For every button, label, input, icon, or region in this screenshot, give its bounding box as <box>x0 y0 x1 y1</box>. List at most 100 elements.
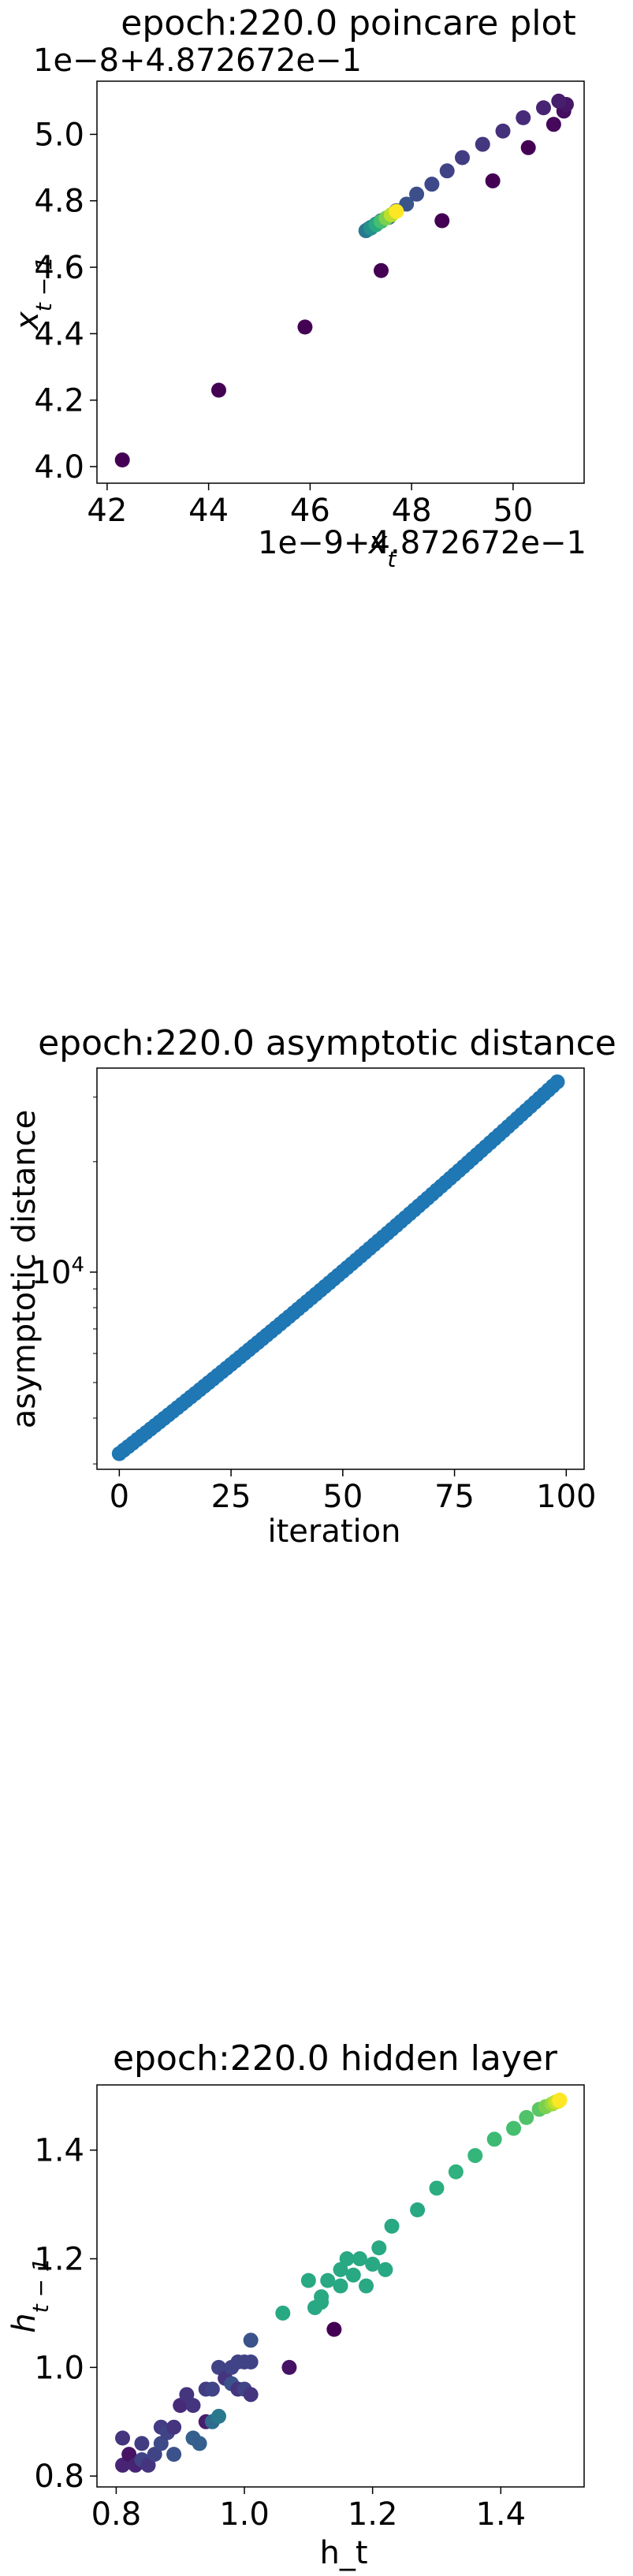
scatter-point <box>179 2387 195 2403</box>
scatter-point <box>378 2261 393 2277</box>
x-tick-label: 44 <box>188 493 229 529</box>
scatter-point <box>374 262 389 278</box>
scatter-point <box>429 2180 445 2196</box>
scatter-point <box>339 2251 355 2267</box>
scatter-point <box>243 2354 259 2369</box>
scatter-point <box>365 2256 381 2272</box>
scatter-point <box>281 2359 297 2375</box>
scatter-point <box>389 203 404 219</box>
x-tick-label: 0 <box>110 1479 129 1515</box>
scatter-point <box>359 2278 374 2294</box>
x-tick-label: 75 <box>434 1479 475 1515</box>
x-tick-label: 42 <box>87 493 127 529</box>
x-tick-label: 1.4 <box>475 2496 526 2533</box>
y-tick-label: 1.2 <box>34 2242 84 2278</box>
x-tick-label: 46 <box>290 493 330 529</box>
y-tick-label: 4.8 <box>34 184 84 220</box>
scatter-point <box>243 2387 259 2403</box>
chart-title: epoch:220.0 hidden layer <box>113 2038 558 2079</box>
scatter-point <box>211 2359 226 2375</box>
points-layer <box>111 1074 565 1461</box>
scatter-point <box>551 93 567 109</box>
scatter-point <box>333 2261 348 2277</box>
scatter-point <box>409 186 425 202</box>
x-offset-label: 1e−9+4.872672e−1 <box>258 525 586 561</box>
x-tick-label: 1.0 <box>219 2496 270 2533</box>
scatter-point <box>211 2408 226 2424</box>
x-ticks: 0.8 1.0 1.2 1.4 <box>91 2487 526 2533</box>
scatter-point <box>320 2273 336 2288</box>
points-layer <box>115 2092 568 2473</box>
chart-title: epoch:220.0 poincare plot <box>121 3 575 43</box>
scatter-point <box>147 2447 162 2462</box>
scatter-point <box>536 100 551 116</box>
scatter-point <box>314 2295 330 2310</box>
scatter-point <box>519 2109 534 2125</box>
scatter-point <box>300 2273 316 2288</box>
y-tick-label: 4.2 <box>34 383 84 419</box>
x-ticks: 0 25 50 75 100 <box>110 1469 597 1515</box>
chart-title: epoch:220.0 asymptotic distance <box>38 1023 616 1063</box>
scatter-point <box>185 2398 201 2414</box>
axes-frame <box>96 80 585 484</box>
plot-area <box>96 2084 585 2488</box>
scatter-point <box>114 452 130 467</box>
scatter-point <box>371 2240 387 2256</box>
x-tick-label: 100 <box>536 1479 596 1515</box>
scatter-point <box>297 319 313 335</box>
scatter-point <box>410 2202 426 2218</box>
y-tick-label: 104 <box>32 1253 84 1291</box>
scatter-point <box>549 1074 565 1090</box>
scatter-point <box>173 2398 188 2414</box>
scatter-point <box>485 173 501 188</box>
y-tick-label: 5.0 <box>34 117 84 153</box>
scatter-point <box>115 2457 131 2473</box>
x-tick-label: 1.2 <box>348 2496 398 2533</box>
axes-frame <box>96 2084 585 2488</box>
scatter-point <box>384 2218 400 2234</box>
y-ticks: 104 <box>32 1096 97 1465</box>
scatter-point <box>134 2436 150 2451</box>
y-tick-label: 1.4 <box>34 2133 84 2169</box>
scatter-point <box>333 2278 348 2294</box>
scatter-point <box>115 2430 131 2446</box>
hidden-layer-chart: epoch:220.0 hidden layer 0.8 1.0 1.2 1.4 0.… <box>6 2038 585 2571</box>
y-ticks: 0.8 1.0 1.2 1.4 <box>34 2133 97 2495</box>
scatter-point <box>352 2251 367 2267</box>
y-ticks: 4.0 4.2 4.4 4.6 4.8 5.0 <box>34 117 97 486</box>
scatter-point <box>434 213 450 229</box>
asymptotic-distance-chart: epoch:220.0 asymptotic distance 0 25 50 75 1… <box>6 1023 616 1550</box>
scatter-point <box>506 2120 522 2136</box>
scatter-point <box>140 2457 156 2473</box>
scatter-point <box>448 2164 464 2180</box>
scatter-point <box>475 136 490 152</box>
scatter-point <box>166 2419 182 2435</box>
scatter-point <box>153 2436 169 2451</box>
scatter-point <box>486 2131 502 2147</box>
scatter-point <box>520 140 536 155</box>
scatter-point <box>121 2447 137 2462</box>
y-tick-label: 4.0 <box>34 449 84 486</box>
scatter-point <box>495 123 511 139</box>
y-offset-label: 1e−8+4.872672e−1 <box>33 43 362 79</box>
x-tick-label: 50 <box>493 493 533 529</box>
scatter-point <box>211 382 226 398</box>
scatter-point <box>552 2092 568 2108</box>
x-ticks: 42 44 46 48 50 <box>87 483 533 529</box>
points-layer <box>114 93 574 467</box>
scatter-point <box>204 2381 220 2397</box>
scatter-point <box>424 177 440 192</box>
plot-area <box>96 1067 585 1470</box>
x-axis-label: h_t <box>319 2535 367 2571</box>
scatter-point <box>516 110 531 125</box>
y-tick-label: 4.6 <box>34 250 84 286</box>
axes-frame <box>96 1067 585 1470</box>
x-tick-label: 50 <box>322 1479 363 1515</box>
scatter-point <box>192 2436 207 2451</box>
y-axis-label: ht − 1 <box>6 2258 54 2332</box>
plot-area <box>96 80 585 484</box>
scatter-point <box>439 163 455 179</box>
y-tick-label: 0.8 <box>34 2459 84 2495</box>
poincare-chart: epoch:220.0 poincare plot 1e−8+4.872672e… <box>9 3 586 572</box>
scatter-point <box>275 2305 291 2321</box>
